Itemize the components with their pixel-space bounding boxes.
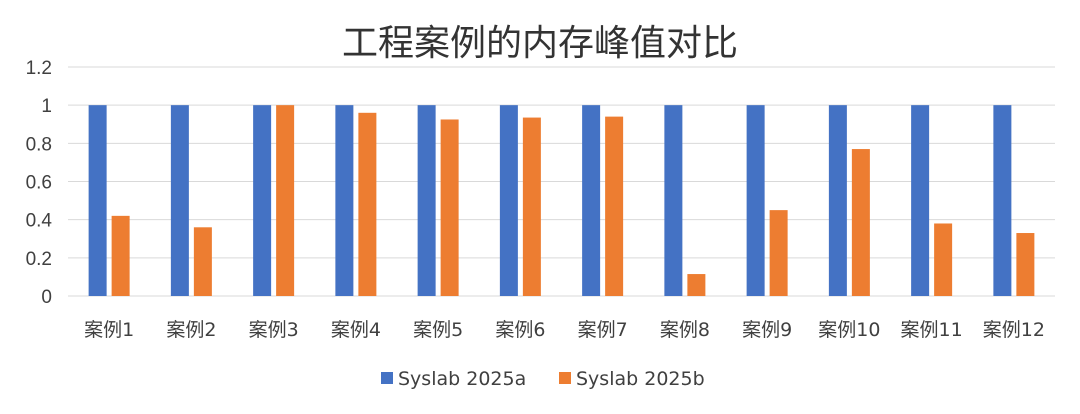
y-tick-label: 1 bbox=[41, 96, 52, 117]
x-tick-label: 案例6 bbox=[495, 319, 545, 341]
bar-series-a bbox=[828, 105, 847, 297]
x-tick-label: 案例3 bbox=[249, 319, 299, 341]
bar-series-a bbox=[417, 105, 436, 297]
legend-swatch bbox=[559, 372, 571, 384]
bar-series-b bbox=[440, 119, 459, 297]
bar-series-a bbox=[88, 105, 107, 297]
bar-series-a bbox=[664, 105, 683, 297]
bar-series-a bbox=[746, 105, 765, 297]
bar-series-a bbox=[253, 105, 272, 297]
bar-series-b bbox=[851, 149, 870, 296]
x-tick-label: 案例1 bbox=[84, 319, 134, 341]
x-tick-label: 案例7 bbox=[578, 319, 628, 341]
bar-series-b bbox=[276, 105, 295, 297]
bar-series-b bbox=[934, 223, 953, 296]
bar-series-a bbox=[335, 105, 354, 297]
y-tick-label: 0.2 bbox=[26, 249, 52, 270]
bar-series-a bbox=[582, 105, 601, 297]
bar-series-b bbox=[687, 274, 706, 296]
x-tick-label: 案例11 bbox=[901, 319, 963, 341]
bar-series-b bbox=[1016, 233, 1035, 296]
x-tick-label: 案例4 bbox=[331, 319, 381, 341]
y-tick-label: 0.6 bbox=[26, 173, 52, 194]
bar-series-b bbox=[111, 215, 130, 296]
bar-series-b bbox=[522, 117, 541, 296]
x-tick-label: 案例10 bbox=[818, 319, 880, 341]
x-tick-label: 案例8 bbox=[660, 319, 710, 341]
bar-series-b bbox=[193, 227, 212, 296]
x-tick-label: 案例12 bbox=[983, 319, 1045, 341]
y-tick-label: 0 bbox=[41, 287, 52, 308]
y-tick-label: 0.8 bbox=[26, 134, 52, 155]
bar-series-a bbox=[911, 105, 930, 297]
legend: Syslab 2025a Syslab 2025b bbox=[381, 368, 705, 390]
y-axis-ticks: 0 0.2 0.4 0.6 0.8 1 1.2 bbox=[26, 58, 53, 308]
bar-series-a bbox=[170, 105, 189, 297]
bar-series-a bbox=[499, 105, 518, 297]
bar-series-b bbox=[769, 210, 788, 296]
legend-swatch bbox=[381, 372, 393, 384]
bar-series-a bbox=[993, 105, 1012, 297]
y-tick-label: 1.2 bbox=[26, 58, 52, 79]
x-tick-label: 案例2 bbox=[166, 319, 216, 341]
legend-label: Syslab 2025a bbox=[398, 368, 526, 390]
bars bbox=[88, 105, 1035, 297]
chart-title: 工程案例的内存峰值对比 bbox=[342, 23, 738, 64]
x-tick-label: 案例9 bbox=[742, 319, 792, 341]
bar-series-b bbox=[358, 112, 377, 296]
legend-label: Syslab 2025b bbox=[576, 368, 705, 390]
y-tick-label: 0.4 bbox=[26, 211, 53, 232]
x-tick-label: 案例5 bbox=[413, 319, 463, 341]
gridlines bbox=[68, 66, 1055, 297]
bar-series-b bbox=[605, 116, 624, 296]
x-axis-ticks: 案例1 案例2 案例3 案例4 案例5 案例6 案例7 案例8 案例9 案例10 案例11 案例12 bbox=[84, 319, 1045, 341]
